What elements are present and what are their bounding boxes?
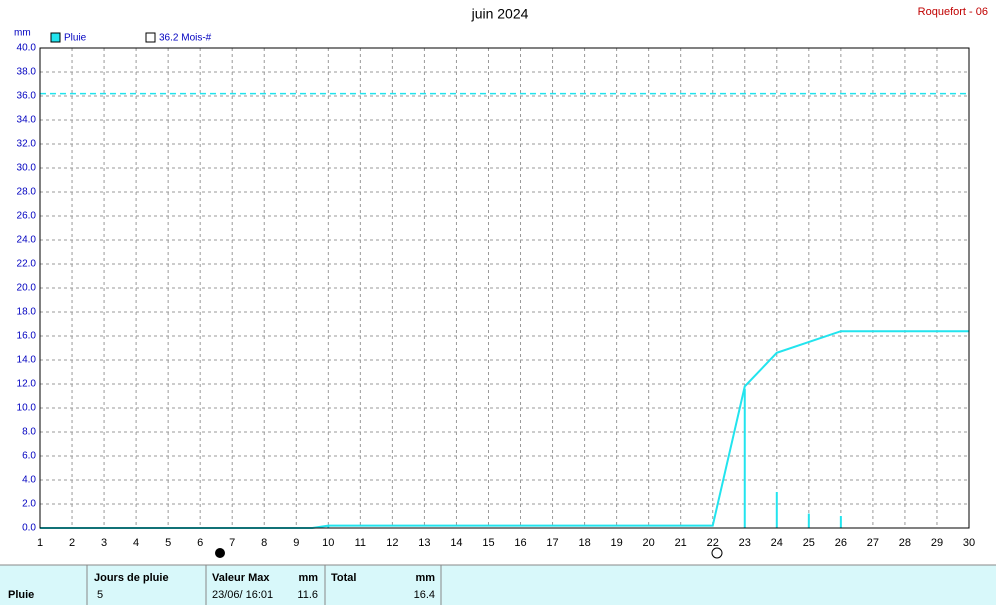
- header: Jours de pluie: [94, 572, 169, 584]
- y-tick-label: 32.0: [17, 139, 37, 150]
- y-tick-label: 20.0: [17, 283, 37, 294]
- y-tick-label: 34.0: [17, 115, 37, 126]
- y-tick-label: 24.0: [17, 235, 37, 246]
- station: Roquefort - 06: [918, 6, 988, 18]
- x-tick-label: 23: [739, 537, 751, 549]
- header: Valeur Max: [212, 572, 270, 584]
- unit: mm: [298, 572, 318, 584]
- x-tick-label: 9: [293, 537, 299, 549]
- y-tick-label: 36.0: [17, 91, 37, 102]
- y-unit: mm: [14, 28, 31, 39]
- legend-swatch: [145, 32, 156, 43]
- x-tick-label: 10: [322, 537, 334, 549]
- x-tick-label: 21: [675, 537, 687, 549]
- y-tick-label: 40.0: [17, 43, 37, 54]
- legend-swatch: [50, 32, 61, 43]
- x-tick-label: 12: [386, 537, 398, 549]
- x-tick-label: 19: [610, 537, 622, 549]
- x-tick-label: 30: [963, 537, 975, 549]
- header: Total: [331, 572, 356, 584]
- x-tick-label: 5: [165, 537, 171, 549]
- x-tick-label: 24: [771, 537, 783, 549]
- full-moon-icon: [215, 548, 225, 558]
- x-tick-label: 14: [450, 537, 462, 549]
- y-tick-label: 16.0: [17, 331, 37, 342]
- y-tick-label: 4.0: [22, 475, 36, 486]
- cumulative-line: [40, 330, 969, 529]
- x-tick-label: 29: [931, 537, 943, 549]
- y-tick-label: 12.0: [17, 379, 37, 390]
- legend-label: 36.2 Mois-#: [159, 33, 212, 44]
- y-tick-label: 0.0: [22, 523, 36, 534]
- x-tick-label: 17: [546, 537, 558, 549]
- y-tick-label: 6.0: [22, 451, 36, 462]
- x-tick-label: 26: [835, 537, 847, 549]
- row-label: Pluie: [8, 589, 34, 601]
- x-tick-label: 16: [514, 537, 526, 549]
- y-tick-label: 38.0: [17, 67, 37, 78]
- plot-frame: [39, 47, 970, 529]
- x-tick-label: 20: [643, 537, 655, 549]
- y-tick-label: 18.0: [17, 307, 37, 318]
- y-tick-label: 14.0: [17, 355, 37, 366]
- cell: 5: [97, 589, 103, 601]
- plot: 0.0 2.0 4.0 6.0 8.0 10.0 12.0 14.0 16.0 18.0 20.0 2…: [17, 43, 976, 549]
- y-tick-label: 28.0: [17, 187, 37, 198]
- legend-label: Pluie: [64, 33, 87, 44]
- cell: 23/06/ 16:01: [212, 589, 273, 601]
- y-tick-label: 8.0: [22, 427, 36, 438]
- x-tick-label: 4: [133, 537, 139, 549]
- x-tick-label: 13: [418, 537, 430, 549]
- x-tick-label: 8: [261, 537, 267, 549]
- y-tick-label: 2.0: [22, 499, 36, 510]
- new-moon-icon: [711, 547, 723, 559]
- cell: 16.4: [414, 589, 435, 601]
- x-tick-label: 2: [69, 537, 75, 549]
- x-tick-label: 28: [899, 537, 911, 549]
- unit: mm: [415, 572, 435, 584]
- cell: 11.6: [297, 589, 318, 601]
- x-tick-label: 22: [707, 537, 719, 549]
- chart-title: juin 2024: [471, 6, 529, 22]
- x-tick-label: 15: [482, 537, 494, 549]
- y-tick-label: 22.0: [17, 259, 37, 270]
- x-tick-label: 6: [197, 537, 203, 549]
- x-tick-label: 27: [867, 537, 879, 549]
- x-tick-label: 18: [578, 537, 590, 549]
- x-tick-label: 1: [37, 537, 43, 549]
- summary-bg: [0, 565, 996, 605]
- x-tick-label: 7: [229, 537, 235, 549]
- x-tick-label: 3: [101, 537, 107, 549]
- x-tick-label: 25: [803, 537, 815, 549]
- y-tick-label: 10.0: [17, 403, 37, 414]
- x-tick-label: 11: [355, 537, 366, 549]
- y-tick-label: 30.0: [17, 163, 37, 174]
- y-tick-label: 26.0: [17, 211, 37, 222]
